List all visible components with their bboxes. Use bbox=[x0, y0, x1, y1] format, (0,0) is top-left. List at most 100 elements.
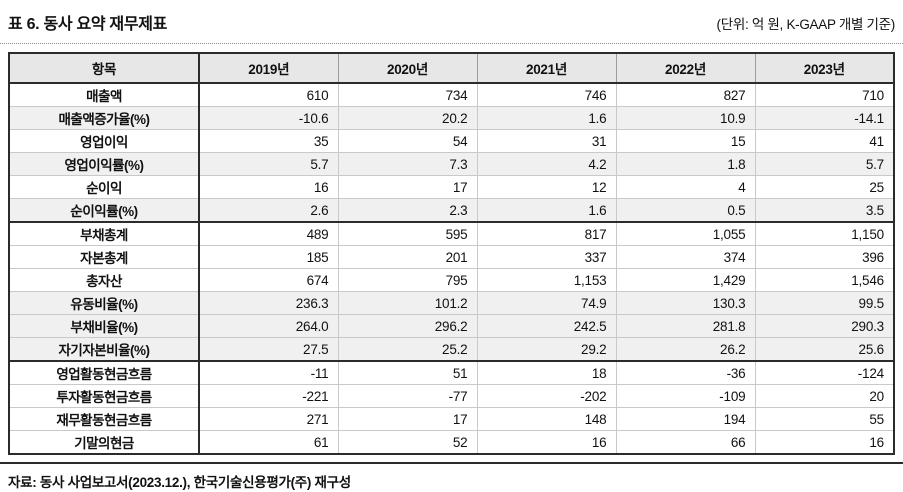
table-row: 부채총계 489 595 817 1,055 1,150 bbox=[9, 221, 894, 246]
cell-value: 51 bbox=[337, 360, 477, 385]
cell-value: 10.9 bbox=[615, 106, 755, 130]
cell-value: 746 bbox=[476, 82, 616, 107]
table-row: 순이익 16 17 12 4 25 bbox=[9, 175, 894, 199]
row-label: 매출액증가율(%) bbox=[9, 106, 199, 130]
cell-value: -36 bbox=[615, 360, 755, 385]
cell-value: 290.3 bbox=[754, 314, 894, 338]
cell-value: 1.6 bbox=[476, 198, 616, 223]
cell-value: 489 bbox=[198, 221, 338, 246]
table-row: 총자산 674 795 1,153 1,429 1,546 bbox=[9, 268, 894, 292]
cell-value: 271 bbox=[198, 407, 338, 431]
cell-value: 16 bbox=[198, 175, 338, 199]
cell-value: 74.9 bbox=[476, 291, 616, 315]
cell-value: -14.1 bbox=[754, 106, 894, 130]
cell-value: 130.3 bbox=[615, 291, 755, 315]
cell-value: 2.6 bbox=[198, 198, 338, 223]
table-row: 매출액증가율(%) -10.6 20.2 1.6 10.9 -14.1 bbox=[9, 106, 894, 130]
col-header-year: 2021년 bbox=[476, 53, 616, 84]
cell-value: 2.3 bbox=[337, 198, 477, 223]
cell-value: -124 bbox=[754, 360, 894, 385]
row-label: 자본총계 bbox=[9, 245, 199, 269]
col-header-item: 항목 bbox=[9, 53, 199, 84]
row-label: 부채비율(%) bbox=[9, 314, 199, 338]
cell-value: 16 bbox=[754, 430, 894, 454]
cell-value: 1.6 bbox=[476, 106, 616, 130]
col-header-year: 2020년 bbox=[337, 53, 477, 84]
cell-value: 20 bbox=[754, 384, 894, 408]
cell-value: 5.7 bbox=[198, 152, 338, 176]
cell-value: 18 bbox=[476, 360, 616, 385]
row-label: 기말의현금 bbox=[9, 430, 199, 454]
cell-value: 61 bbox=[198, 430, 338, 454]
cell-value: -109 bbox=[615, 384, 755, 408]
cell-value: -77 bbox=[337, 384, 477, 408]
table-row: 순이익률(%) 2.6 2.3 1.6 0.5 3.5 bbox=[9, 198, 894, 223]
cell-value: 296.2 bbox=[337, 314, 477, 338]
cell-value: 35 bbox=[198, 129, 338, 153]
cell-value: 710 bbox=[754, 82, 894, 107]
row-label: 유동비율(%) bbox=[9, 291, 199, 315]
cell-value: 1.8 bbox=[615, 152, 755, 176]
cell-value: 15 bbox=[615, 129, 755, 153]
col-header-year: 2019년 bbox=[198, 53, 338, 84]
table-body: 매출액 610 734 746 827 710 매출액증가율(%) -10.6 20.2 1.6 1… bbox=[9, 82, 894, 454]
row-label: 순이익 bbox=[9, 175, 199, 199]
cell-value: 610 bbox=[198, 82, 338, 107]
cell-value: 148 bbox=[476, 407, 616, 431]
cell-value: 817 bbox=[476, 221, 616, 246]
cell-value: 17 bbox=[337, 407, 477, 431]
cell-value: 66 bbox=[615, 430, 755, 454]
cell-value: 1,429 bbox=[615, 268, 755, 292]
cell-value: 1,546 bbox=[754, 268, 894, 292]
cell-value: 20.2 bbox=[337, 106, 477, 130]
cell-value: -11 bbox=[198, 360, 338, 385]
cell-value: 54 bbox=[337, 129, 477, 153]
cell-value: -221 bbox=[198, 384, 338, 408]
table-row: 재무활동현금흐름 271 17 148 194 55 bbox=[9, 407, 894, 431]
cell-value: 99.5 bbox=[754, 291, 894, 315]
cell-value: 374 bbox=[615, 245, 755, 269]
cell-value: 1,055 bbox=[615, 221, 755, 246]
cell-value: 29.2 bbox=[476, 337, 616, 362]
table-row: 매출액 610 734 746 827 710 bbox=[9, 82, 894, 107]
row-label: 영업이익률(%) bbox=[9, 152, 199, 176]
footer-divider bbox=[0, 462, 903, 464]
row-label: 영업활동현금흐름 bbox=[9, 360, 199, 385]
table-row: 유동비율(%) 236.3 101.2 74.9 130.3 99.5 bbox=[9, 291, 894, 315]
row-label: 순이익률(%) bbox=[9, 198, 199, 223]
row-label: 자기자본비율(%) bbox=[9, 337, 199, 362]
cell-value: 26.2 bbox=[615, 337, 755, 362]
table-header-bar: 표 6. 동사 요약 재무제표 (단위: 억 원, K-GAAP 개별 기준) bbox=[8, 6, 895, 43]
cell-value: 734 bbox=[337, 82, 477, 107]
cell-value: 25.6 bbox=[754, 337, 894, 362]
cell-value: 674 bbox=[198, 268, 338, 292]
cell-value: 0.5 bbox=[615, 198, 755, 223]
cell-value: -202 bbox=[476, 384, 616, 408]
table-row: 기말의현금 61 52 16 66 16 bbox=[9, 430, 894, 454]
row-label: 총자산 bbox=[9, 268, 199, 292]
row-label: 재무활동현금흐름 bbox=[9, 407, 199, 431]
cell-value: 337 bbox=[476, 245, 616, 269]
cell-value: 25.2 bbox=[337, 337, 477, 362]
table-row: 부채비율(%) 264.0 296.2 242.5 281.8 290.3 bbox=[9, 314, 894, 338]
table-row: 영업활동현금흐름 -11 51 18 -36 -124 bbox=[9, 360, 894, 385]
row-label: 매출액 bbox=[9, 82, 199, 107]
cell-value: 12 bbox=[476, 175, 616, 199]
cell-value: 17 bbox=[337, 175, 477, 199]
table-row: 자본총계 185 201 337 374 396 bbox=[9, 245, 894, 269]
cell-value: -10.6 bbox=[198, 106, 338, 130]
cell-value: 236.3 bbox=[198, 291, 338, 315]
col-header-year: 2023년 bbox=[754, 53, 894, 84]
cell-value: 281.8 bbox=[615, 314, 755, 338]
table-row: 영업이익률(%) 5.7 7.3 4.2 1.8 5.7 bbox=[9, 152, 894, 176]
cell-value: 185 bbox=[198, 245, 338, 269]
table-title: 표 6. 동사 요약 재무제표 bbox=[8, 16, 168, 33]
cell-value: 396 bbox=[754, 245, 894, 269]
table-row: 자기자본비율(%) 27.5 25.2 29.2 26.2 25.6 bbox=[9, 337, 894, 362]
cell-value: 41 bbox=[754, 129, 894, 153]
cell-value: 4 bbox=[615, 175, 755, 199]
financial-summary-table: 항목 2019년 2020년 2021년 2022년 2023년 매출액 610 734 746… bbox=[8, 52, 895, 455]
cell-value: 101.2 bbox=[337, 291, 477, 315]
cell-value: 4.2 bbox=[476, 152, 616, 176]
